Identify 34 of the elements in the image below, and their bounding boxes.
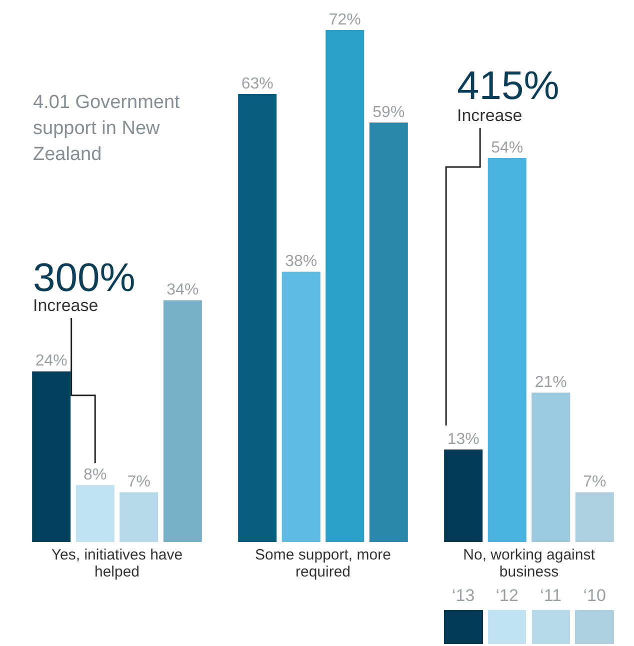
bar (369, 122, 408, 542)
bar (444, 450, 483, 542)
data-label: 8% (84, 466, 107, 484)
data-label: 21% (534, 374, 567, 392)
bar (76, 485, 114, 542)
bar (488, 158, 526, 542)
data-label: 59% (372, 104, 405, 121)
text: 4.01 Government support in New Zealand (33, 91, 181, 167)
data-label: 54% (491, 139, 524, 156)
data-label: 24% (35, 352, 68, 370)
text: ‘10 (583, 586, 606, 607)
x-tick-label: Yes, initiatives have helped (51, 546, 183, 581)
x-tick-label: Some support, more required (255, 546, 391, 581)
text: ‘13 (452, 586, 475, 607)
data-label: 7% (127, 474, 150, 491)
bar (282, 272, 320, 542)
annotation: Increase (457, 106, 522, 126)
data-label: 63% (241, 75, 274, 92)
bar (238, 94, 277, 542)
bar (120, 492, 158, 542)
bar (32, 371, 71, 542)
text: ‘11 (540, 586, 562, 607)
data-label: 34% (166, 282, 199, 299)
bar (575, 492, 614, 542)
data-label: 13% (447, 430, 480, 448)
annotation: 415% (457, 64, 560, 108)
data-label: 38% (285, 253, 318, 270)
bar (326, 30, 364, 542)
data-label: 72% (328, 11, 361, 28)
bar (163, 300, 202, 542)
bar (532, 392, 570, 542)
x-tick-label: No, working against business (463, 546, 596, 581)
data-label: 7% (583, 474, 606, 491)
text: ‘12 (496, 586, 518, 607)
